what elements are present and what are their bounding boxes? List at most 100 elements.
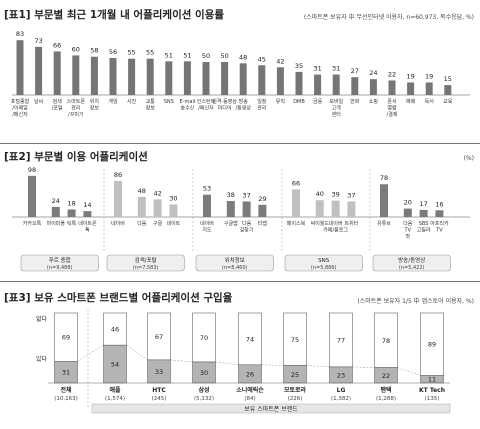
chart3-value-no: 77: [337, 336, 345, 344]
chart3-connector: [352, 366, 375, 368]
chart1-category-label: 위치: [90, 98, 99, 105]
chart2-bar-label: 네이버: [200, 220, 214, 227]
chart3-value-no: 69: [62, 334, 70, 342]
chart3-value-no: 70: [200, 334, 208, 342]
chart1-value-label: 15: [444, 75, 452, 83]
chart3-category-label: 삼성: [198, 386, 209, 394]
chart1-category-label: 만화: [350, 98, 360, 105]
chart1-value-label: 83: [16, 30, 24, 38]
chart3-value-no: 89: [428, 341, 436, 349]
chart2-value-label: 37: [242, 191, 250, 199]
chart3-value-no: 74: [246, 335, 254, 343]
chart1-note: (스마트폰 보유자 中 무선인터넷 이용자, n=60,973, 복수응답, %…: [303, 14, 474, 21]
chart2-bar: [67, 209, 76, 217]
chart2-value-label: 39: [331, 191, 339, 199]
chart2-bar-label: 구글맵: [224, 220, 238, 227]
chart2-value-label: 17: [419, 200, 427, 208]
chart2-group-label: 푸르 종합: [49, 256, 71, 264]
chart3-row-label: 없다: [36, 315, 48, 323]
chart1-value-label: 48: [239, 53, 247, 61]
chart3-sample-size: (5,132): [194, 396, 214, 402]
chart1-value-label: 51: [165, 51, 173, 59]
chart2-bar-label: 페이스북: [287, 220, 306, 227]
chart2-group-n: (n=5,886): [311, 265, 337, 271]
chart2-bar-label: 틱톡: [67, 220, 77, 227]
chart2-panel: [표2] 부문별 이용 어플리케이션 (%) 98 카카오톡 24 마이피플 18 틱톡 1…: [0, 144, 480, 281]
chart3-bracket-label: 보유 스마트폰 브랜드: [244, 405, 298, 413]
chart1-category-label: 센터: [332, 111, 341, 118]
chart1-bar: [407, 82, 415, 95]
chart2-value-label: 40: [316, 190, 324, 198]
chart1-category-label: /메신저: [198, 105, 214, 112]
chart1-category-label: 인스턴트: [197, 98, 216, 105]
chart1-category-label: 금융: [313, 99, 323, 105]
chart2-bar-label: TV: [404, 228, 412, 234]
chart3-connector: [397, 367, 421, 376]
chart1-category-label: 일정: [257, 98, 266, 105]
chart2-bar: [114, 180, 122, 217]
chart2-bar: [403, 208, 412, 217]
chart2-bar-label: 카페/블로그: [323, 227, 348, 234]
chart2-bar-label: 길찾기: [240, 227, 254, 234]
chart3-category-label: 애플: [109, 386, 121, 394]
chart1-bar: [221, 62, 229, 95]
chart2-value-label: 66: [292, 179, 300, 187]
chart1-bar: [183, 61, 191, 95]
chart1-bar: [276, 67, 284, 95]
separator-2: [0, 281, 480, 282]
chart3-title: [표3] 보유 스마트폰 브랜드별 어플리케이션 구입율: [4, 292, 233, 304]
chart2-group-n: (n=8,460): [222, 265, 248, 271]
chart1-category-label: 쇼핑: [369, 98, 378, 105]
chart1-category-label: 사진: [127, 98, 137, 105]
chart2-value-label: 78: [380, 174, 388, 182]
chart1-category-label: 교육: [443, 99, 453, 105]
chart1-bar: [388, 80, 396, 95]
chart2-bar-label: 카카오톡: [23, 220, 42, 227]
chart2-group-n: (n=9,488): [47, 265, 73, 271]
chart2-bar-label: 구글: [153, 221, 163, 227]
chart3-row-label: 있다: [36, 355, 48, 363]
chart1-category-label: SNS: [164, 99, 174, 105]
chart3-sample-size: (1,382): [331, 396, 351, 402]
chart1-category-label: 검색: [53, 98, 63, 105]
chart2-value-label: 29: [258, 195, 266, 203]
chart2-group-n: (n=7,583): [133, 265, 159, 271]
chart1-category-label: 관리: [257, 105, 266, 112]
chart2-group-box: [372, 254, 451, 272]
chart2-group-box: [106, 254, 185, 272]
chart2-bar-label: 네이트온: [78, 220, 97, 227]
chart2-bar: [242, 201, 251, 217]
chart2-bar-label: 고릴라: [417, 227, 431, 234]
chart2-group-box: [284, 254, 363, 272]
chart1-category-label: 모바일: [329, 98, 343, 105]
chart3-sample-size: (135): [425, 396, 440, 402]
chart1-value-label: 19: [406, 72, 414, 80]
chart2-value-label: 16: [435, 200, 443, 208]
chart1-category-label: /꾸미기: [68, 111, 84, 118]
chart1-value-label: 35: [295, 62, 303, 70]
chart1-bar: [72, 55, 80, 95]
chart2-bar: [203, 194, 211, 217]
chart1-category-label: 관리: [71, 105, 80, 112]
chart2-bar-label: 지도: [202, 227, 212, 234]
chart1-value-label: 55: [127, 49, 135, 57]
chart2-value-label: 24: [52, 197, 60, 205]
chart1-bar: [332, 74, 340, 95]
chart1-value-label: 50: [220, 52, 228, 60]
chart1-value-label: 27: [351, 67, 359, 75]
chart1-bar: [425, 82, 433, 95]
chart1-category-label: 예매: [406, 98, 416, 105]
chart2-value-label: 30: [169, 194, 177, 202]
chart3-connector: [306, 365, 330, 368]
chart1-bar: [258, 65, 266, 95]
chart2-value-label: 98: [28, 166, 36, 174]
chart2-bar-label: 마이피플: [47, 220, 66, 227]
chart1-value-label: 31: [332, 65, 340, 73]
chart1-value-label: 45: [258, 55, 266, 63]
chart1-category-label: 미디어: [218, 105, 232, 112]
chart2-value-label: 86: [114, 171, 122, 179]
chart1-bar: [128, 58, 136, 95]
chart1-bar: [35, 46, 43, 95]
chart1-bar: [444, 85, 452, 95]
